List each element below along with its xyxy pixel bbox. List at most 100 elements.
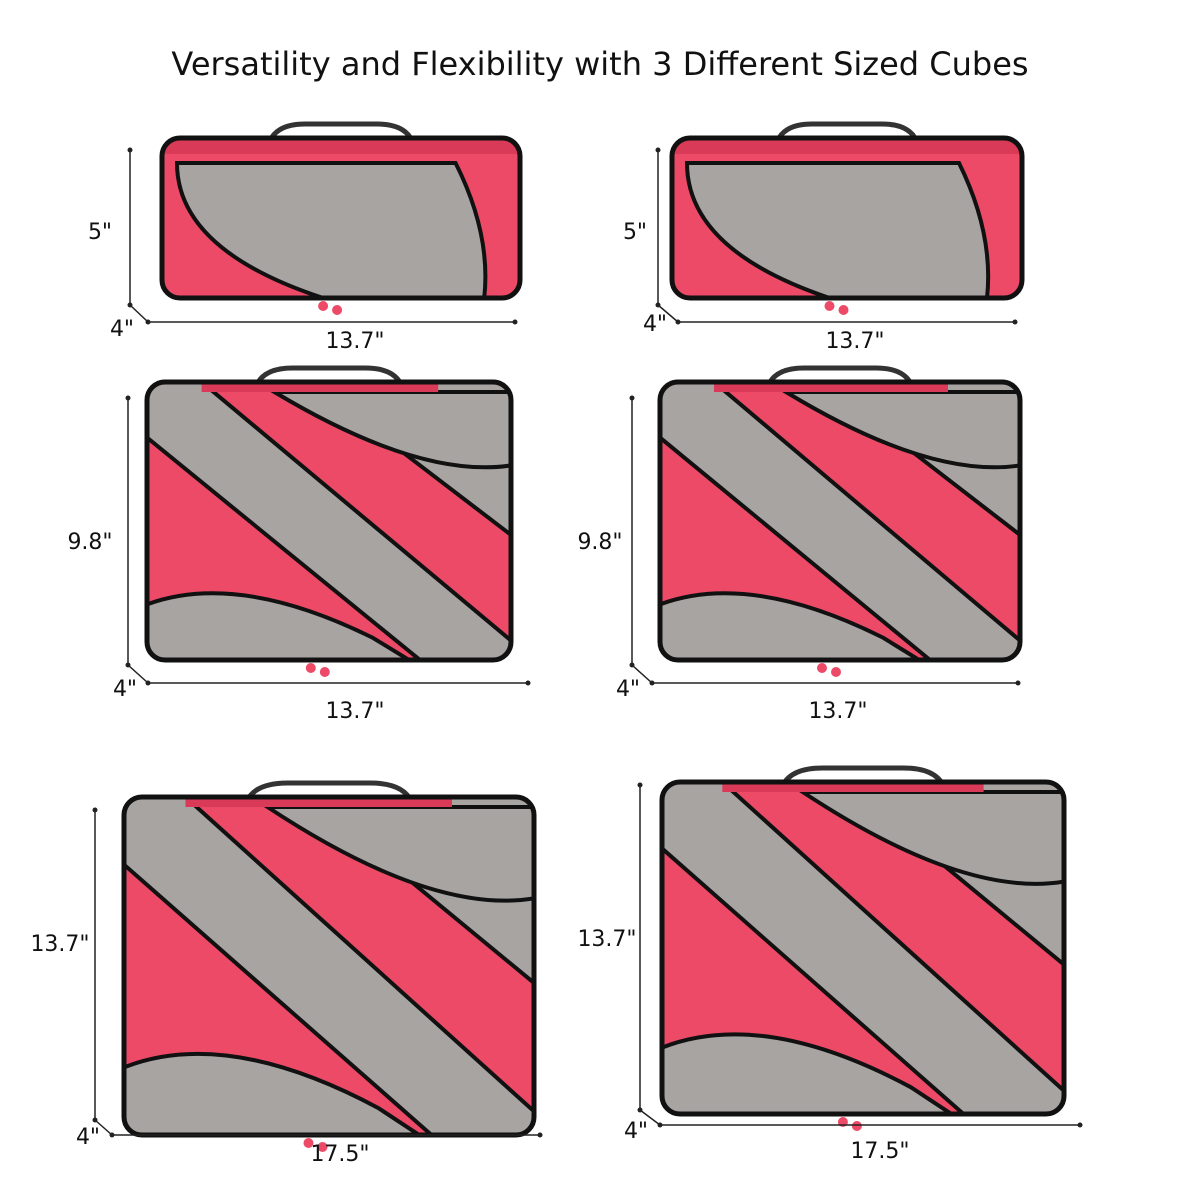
band-top [717, 782, 1064, 1096]
handle [765, 365, 915, 388]
band-top [180, 797, 534, 1116]
packing-cube [144, 365, 514, 677]
packing-cube [121, 780, 537, 1152]
width-label: 17.5" [850, 1139, 909, 1164]
depth-line [639, 1109, 661, 1126]
height-label: 13.7" [577, 927, 636, 952]
dimension-end [1015, 680, 1021, 686]
gray-bottom [147, 591, 417, 660]
packing-cube [657, 365, 1023, 677]
gray-bottom [124, 1051, 426, 1135]
top-strip [185, 797, 452, 807]
depth-label: 4" [110, 317, 134, 342]
gray-top [260, 805, 534, 903]
dimension-end [145, 680, 151, 686]
top-strip [722, 782, 984, 792]
depth-line [129, 304, 149, 323]
outline [144, 379, 514, 663]
gray-top [267, 390, 511, 470]
zipper-pull [303, 1138, 314, 1148]
depth-line [631, 664, 653, 684]
dimension-end [675, 319, 681, 325]
outline [669, 135, 1025, 301]
outline [657, 379, 1023, 663]
zipper-pull [851, 1121, 862, 1131]
title: Versatility and Flexibility with 3 Diffe… [171, 45, 1028, 83]
dimension-end [92, 807, 98, 813]
depth-label: 4" [624, 1119, 648, 1144]
width-label: 13.7" [325, 699, 384, 724]
top-strip [714, 382, 948, 392]
gray-bottom [662, 1032, 959, 1114]
zipper-pull [838, 305, 849, 315]
dimension-end [127, 147, 133, 153]
height-label: 9.8" [577, 530, 622, 555]
dimension-end [657, 1122, 663, 1128]
height-label: 5" [623, 220, 647, 245]
zipper-pull [317, 1142, 328, 1152]
width-label: 17.5" [310, 1142, 369, 1167]
cube-body [124, 797, 534, 1135]
cube-body [672, 138, 1022, 298]
dimension-end [537, 1132, 543, 1138]
dimension-end [1012, 319, 1018, 325]
depth-label: 4" [616, 677, 640, 702]
top-strip [672, 138, 1022, 154]
dimension-end [512, 319, 518, 325]
band-top [708, 382, 1020, 645]
top-strip [201, 382, 439, 392]
width-label: 13.7" [808, 699, 867, 724]
outline [659, 779, 1067, 1117]
gray-top [778, 390, 1020, 470]
handle [253, 365, 405, 388]
handle [267, 121, 415, 144]
dimensions: 5" 4" 13.7" 5" 4" 13.7" 9.8" 4" 13.7" 9.8" 4" 13.7"… [30, 147, 1083, 1167]
dimension-end [127, 302, 133, 308]
dimension-end [109, 1132, 115, 1138]
bags [121, 121, 1067, 1152]
zipper-pull [318, 301, 329, 311]
dimension-end [649, 680, 655, 686]
handle [780, 765, 946, 788]
height-label: 9.8" [67, 530, 112, 555]
dimension-end [145, 319, 151, 325]
zipper-pull [817, 663, 827, 673]
cube-body [147, 382, 511, 660]
depth-label: 4" [113, 677, 137, 702]
gray-bottom [660, 591, 927, 660]
handle [774, 121, 920, 144]
depth-line [94, 1119, 113, 1136]
dimension-end [1077, 1122, 1083, 1128]
dimension-end [655, 147, 661, 153]
cube-body [662, 782, 1064, 1114]
outline [159, 135, 523, 301]
depth-line [127, 664, 149, 684]
depth-line [657, 304, 679, 323]
dimension-end [92, 1117, 98, 1123]
depth-label: 4" [76, 1125, 100, 1150]
packing-cube [659, 765, 1067, 1131]
width-label: 13.7" [325, 329, 384, 354]
packing-cube [669, 121, 1025, 315]
dimension-end [629, 395, 635, 401]
handle [244, 780, 414, 803]
zipper-pull [305, 663, 316, 673]
gray-top [796, 790, 1064, 886]
zipper-pull [319, 667, 330, 677]
height-label: 13.7" [30, 932, 89, 957]
dimension-end [637, 1107, 643, 1113]
depth-label: 4" [643, 312, 667, 337]
zipper-pull [824, 301, 835, 311]
dimension-end [125, 395, 131, 401]
width-label: 13.7" [825, 329, 884, 354]
dimension-end [629, 662, 635, 668]
cube-body [162, 138, 520, 298]
dimension-end [637, 782, 643, 788]
zipper-pull [332, 305, 343, 315]
height-label: 5" [88, 220, 112, 245]
dimension-end [655, 302, 661, 308]
dimension-end [525, 680, 531, 686]
dimension-end [125, 662, 131, 668]
zipper-pull [831, 667, 841, 677]
